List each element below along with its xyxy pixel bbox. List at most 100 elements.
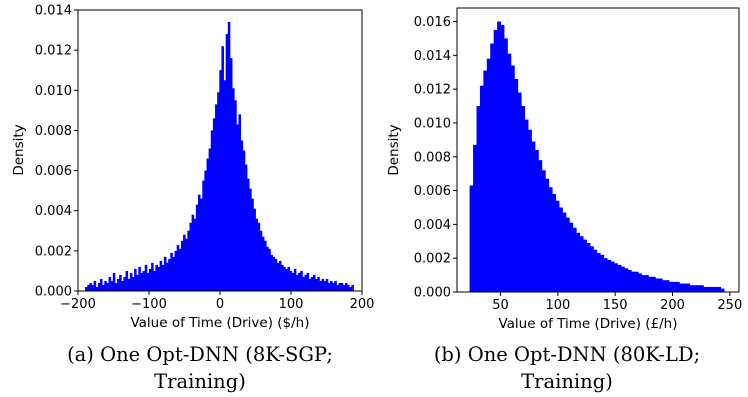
- chart-b-bar: [603, 258, 608, 292]
- chart-a-bar: [240, 140, 244, 291]
- chart-a-bar: [227, 22, 231, 291]
- chart-b-bar: [675, 281, 680, 292]
- chart-b-y-tick-label: 0.014: [414, 49, 451, 64]
- chart-b-bar: [541, 170, 546, 292]
- chart-b-bar: [500, 24, 505, 293]
- chart-a-bar: [238, 114, 241, 292]
- chart-a-bar: [223, 80, 227, 291]
- chart-b-bar: [479, 85, 484, 292]
- chart-b-bar: [669, 281, 673, 292]
- chart-a-bar: [110, 280, 114, 291]
- chart-b-bar: [552, 193, 556, 292]
- chart-a-bar: [157, 266, 161, 291]
- chart-a-bar: [202, 180, 205, 291]
- chart-a-bar: [232, 88, 235, 291]
- chart-b-bar: [579, 236, 584, 292]
- chart-a-x-tick-label: 100: [279, 297, 304, 312]
- chart-b-x-tick-label: 100: [545, 298, 570, 313]
- chart-b-bar: [710, 286, 715, 292]
- chart-a-bar: [93, 280, 97, 291]
- chart-a-bar: [330, 280, 333, 291]
- chart-b-x-ticks: 50 100 150 200 250: [492, 292, 742, 313]
- chart-b-bar: [545, 178, 550, 292]
- chart-a-bar: [217, 92, 220, 291]
- chart-b-bar: [641, 275, 646, 292]
- chart-a-y-ticks: 0.000 0.002 0.004 0.006 0.008 0.010 0.012 0.014: [35, 4, 78, 300]
- chart-b-bar: [572, 227, 577, 292]
- chart-b-y-tick-label: 0.002: [414, 252, 451, 267]
- chart-a-bar: [215, 104, 218, 291]
- chart-a-y-axis-label: Density: [11, 124, 27, 175]
- chart-a-bar: [191, 214, 195, 291]
- chart-b-bar: [559, 207, 563, 292]
- chart-b-bar: [583, 239, 587, 292]
- chart-a-bar: [242, 150, 246, 291]
- chart-a-bar: [289, 270, 293, 291]
- chart-a-bar: [300, 270, 303, 291]
- chart-a-y-tick-label: 0.014: [35, 4, 72, 19]
- chart-a-bar: [121, 280, 124, 291]
- chart-a-bar: [153, 270, 156, 291]
- chart-a-bar: [304, 274, 308, 291]
- chart-a-bar: [187, 230, 190, 291]
- chart-a-bar: [210, 130, 214, 291]
- chart-a-bar: [257, 222, 261, 291]
- chart-a-bar: [344, 282, 348, 291]
- chart-a-bar: [204, 170, 207, 291]
- chart-b-x-tick-label: 50: [492, 298, 509, 313]
- chart-a-bar: [317, 276, 320, 291]
- chart-a-bar: [189, 222, 192, 291]
- chart-b-y-tick-label: 0.004: [414, 218, 451, 233]
- chart-b-bar: [607, 259, 612, 292]
- chart-a-bar: [281, 264, 284, 291]
- chart-a-bar: [163, 256, 167, 291]
- chart-a-bar: [134, 268, 137, 291]
- chart-b-bar: [696, 285, 701, 292]
- chart-b-bar: [703, 286, 708, 292]
- chart-a-bar: [340, 282, 344, 291]
- chart-a-bar: [321, 278, 325, 291]
- chart-b-bar: [593, 249, 598, 292]
- chart-a-bar: [106, 282, 109, 291]
- chart-b-y-axis-label: Density: [386, 124, 402, 175]
- chart-b-bar: [713, 286, 718, 292]
- chart-a-bar: [308, 278, 312, 291]
- chart-b-bar: [706, 286, 711, 292]
- chart-a-bar: [89, 282, 92, 291]
- chart-a-bar: [349, 286, 352, 291]
- chart-b-bar: [627, 270, 632, 292]
- chart-b-y-tick-label: 0.000: [414, 286, 451, 301]
- chart-b-bar: [524, 119, 529, 292]
- chart-a-bar: [268, 248, 271, 291]
- chart-a-caption-line2: Training): [154, 370, 246, 393]
- chart-b-bar: [617, 264, 622, 292]
- chart-a-bar: [112, 272, 116, 291]
- chart-b-y-tick-label: 0.016: [414, 15, 451, 30]
- chart-b-bar: [548, 187, 553, 292]
- chart-b-bar: [490, 43, 495, 292]
- chart-b-bar: [631, 271, 636, 292]
- chart-a-bar: [325, 278, 329, 291]
- chart-a-bar: [266, 246, 269, 291]
- chart-a-bar: [310, 276, 314, 291]
- chart-b-bar: [686, 283, 691, 292]
- chart-a-bar: [119, 274, 122, 291]
- chart-a-y-tick-label: 0.010: [35, 84, 72, 99]
- chart-b-x-tick-label: 150: [603, 298, 628, 313]
- chart-b-bar: [576, 232, 581, 292]
- chart-a-bar: [95, 286, 99, 291]
- chart-b-y-tick-label: 0.006: [414, 184, 451, 199]
- chart-a-bar: [129, 272, 133, 291]
- chart-a-bar: [166, 262, 169, 291]
- chart-b-bar: [528, 129, 532, 292]
- chart-b: 50 100 150 200 250 0.000 0.002 0.004 0.006 0.008…: [386, 7, 742, 393]
- chart-a-bar: [270, 254, 273, 291]
- chart-b-bar: [534, 150, 539, 292]
- chart-a-bar: [108, 276, 112, 291]
- chart-a-bar: [274, 258, 278, 291]
- chart-b-bar: [682, 283, 687, 292]
- chart-b-bar: [517, 92, 522, 293]
- chart-a-bar: [278, 260, 282, 291]
- chart-a-bar: [327, 282, 331, 291]
